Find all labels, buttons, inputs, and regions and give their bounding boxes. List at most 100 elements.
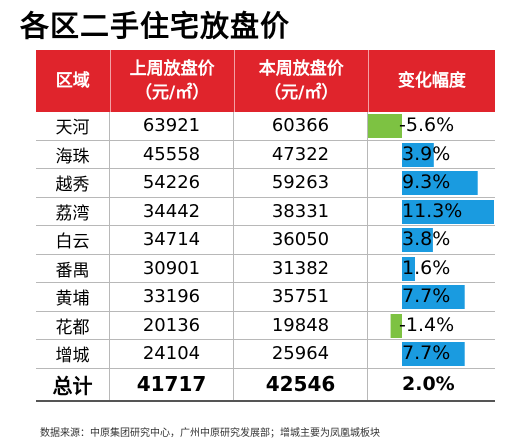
last-week-price-cell: 41717 xyxy=(110,368,234,400)
change-bar-svg xyxy=(402,285,465,309)
change-bar-area xyxy=(368,199,495,224)
this-week-price-cell: 35751 xyxy=(234,283,368,311)
table-row: 越秀 54226 59263 9.3% xyxy=(36,169,495,198)
table-row: 黄埔 33196 35751 7.7% xyxy=(36,283,495,312)
change-value-label: 7.7% xyxy=(402,285,451,307)
header-last-week-line2: （元/㎡） xyxy=(135,83,210,103)
change-value-label: 3.8% xyxy=(402,228,451,250)
header-district: 区域 xyxy=(36,50,111,112)
change-cell: 2.0% xyxy=(368,369,495,400)
table-row: 白云 34714 36050 3.8% xyxy=(36,226,495,255)
district-cell: 番禺 xyxy=(36,254,110,282)
positive-change-bar xyxy=(402,228,433,252)
price-table: 区域 上周放盘价 （元/㎡） 本周放盘价 （元/㎡） 变化幅度 天河 63921 6… xyxy=(36,50,495,402)
negative-change-bar xyxy=(368,114,402,138)
header-change: 变化幅度 xyxy=(369,50,495,112)
change-cell: -1.4% xyxy=(368,312,495,340)
header-last-week-line1: 上周放盘价 xyxy=(129,59,215,79)
district-cell: 天河 xyxy=(36,112,110,140)
change-bar-svg xyxy=(368,114,402,138)
table-row: 增城 24104 25964 7.7% xyxy=(36,340,495,369)
change-bar-svg xyxy=(402,256,415,281)
this-week-price-cell: 19848 xyxy=(234,311,368,339)
last-week-price-cell: 54226 xyxy=(110,169,234,197)
table-body: 天河 63921 60366 -5.6% 海珠 45558 47322 3.9% 越秀 54226… xyxy=(36,112,495,402)
positive-change-bar xyxy=(402,342,465,366)
table-row: 花都 20136 19848 -1.4% xyxy=(36,311,495,340)
table-row: 荔湾 34442 38331 11.3% xyxy=(36,197,495,226)
change-cell: 7.7% xyxy=(368,340,495,368)
header-district-label: 区域 xyxy=(55,71,90,91)
this-week-price-cell: 42546 xyxy=(234,368,368,400)
this-week-price-cell: 59263 xyxy=(234,169,368,197)
change-bar-area xyxy=(368,285,495,309)
this-week-price-cell: 47322 xyxy=(234,140,368,168)
change-cell: -5.6% xyxy=(368,112,495,140)
change-cell: 11.3% xyxy=(368,198,495,226)
last-week-price-cell: 30901 xyxy=(110,254,234,282)
change-bar-svg xyxy=(390,313,402,338)
change-cell: 1.6% xyxy=(368,255,495,283)
district-cell: 海珠 xyxy=(36,140,110,168)
header-this-week-line1: 本周放盘价 xyxy=(258,59,344,79)
table-header: 区域 上周放盘价 （元/㎡） 本周放盘价 （元/㎡） 变化幅度 xyxy=(36,50,495,112)
last-week-price-cell: 34714 xyxy=(110,226,234,254)
header-this-week: 本周放盘价 （元/㎡） xyxy=(235,50,369,112)
header-last-week: 上周放盘价 （元/㎡） xyxy=(111,50,235,112)
change-bar-svg xyxy=(402,199,494,224)
change-bar-area xyxy=(368,114,495,138)
change-cell: 3.9% xyxy=(368,141,495,169)
this-week-price-cell: 36050 xyxy=(234,226,368,254)
last-week-price-cell: 45558 xyxy=(110,140,234,168)
header-change-label: 变化幅度 xyxy=(397,71,466,91)
district-cell: 荔湾 xyxy=(36,197,110,225)
change-cell: 9.3% xyxy=(368,169,495,197)
last-week-price-cell: 34442 xyxy=(110,197,234,225)
change-bar-area xyxy=(368,342,495,366)
change-bar-area xyxy=(368,228,495,252)
table-row: 海珠 45558 47322 3.9% xyxy=(36,140,495,169)
positive-change-bar xyxy=(402,199,494,224)
last-week-price-cell: 33196 xyxy=(110,283,234,311)
change-value-label: 3.9% xyxy=(402,142,451,165)
change-bar-svg xyxy=(402,171,478,195)
change-bar-area xyxy=(368,142,495,167)
district-cell: 越秀 xyxy=(36,169,110,197)
change-value-label: 9.3% xyxy=(402,171,451,193)
district-cell: 白云 xyxy=(36,226,110,254)
last-week-price-cell: 20136 xyxy=(110,311,234,339)
this-week-price-cell: 38331 xyxy=(234,197,368,225)
change-bar-area xyxy=(368,171,495,195)
this-week-price-cell: 60366 xyxy=(234,112,368,140)
change-value-label: 7.7% xyxy=(402,342,451,364)
table-row: 番禺 30901 31382 1.6% xyxy=(36,254,495,283)
district-cell: 花都 xyxy=(36,311,110,339)
change-value-label: 11.3% xyxy=(402,199,463,222)
change-cell: 7.7% xyxy=(368,283,495,311)
change-bar-svg xyxy=(402,228,433,252)
page-title: 各区二手住宅放盘价 xyxy=(20,9,291,43)
last-week-price-cell: 24104 xyxy=(110,340,234,368)
change-bar-area xyxy=(368,256,495,281)
district-cell: 总计 xyxy=(36,368,110,400)
source-note: 数据来源：中原集团研究中心，广州中原研究发展部；增城主要为凤凰城板块 xyxy=(40,428,380,439)
this-week-price-cell: 31382 xyxy=(234,254,368,282)
positive-change-bar xyxy=(402,171,478,195)
table-row: 天河 63921 60366 -5.6% xyxy=(36,112,495,141)
change-value-label: 2.0% xyxy=(402,372,455,395)
district-cell: 黄埔 xyxy=(36,283,110,311)
positive-change-bar xyxy=(402,285,465,309)
district-cell: 增城 xyxy=(36,340,110,368)
change-bar-area xyxy=(368,313,495,338)
positive-change-bar xyxy=(402,256,415,281)
change-cell: 3.8% xyxy=(368,226,495,254)
change-bar-svg xyxy=(402,342,465,366)
last-week-price-cell: 63921 xyxy=(110,112,234,140)
change-value-label: 1.6% xyxy=(402,256,451,279)
negative-change-bar xyxy=(390,313,402,338)
change-bar-svg xyxy=(402,142,434,167)
header-this-week-line2: （元/㎡） xyxy=(264,83,339,103)
positive-change-bar xyxy=(402,142,434,167)
change-value-label: -1.4% xyxy=(399,313,455,336)
this-week-price-cell: 25964 xyxy=(234,340,368,368)
